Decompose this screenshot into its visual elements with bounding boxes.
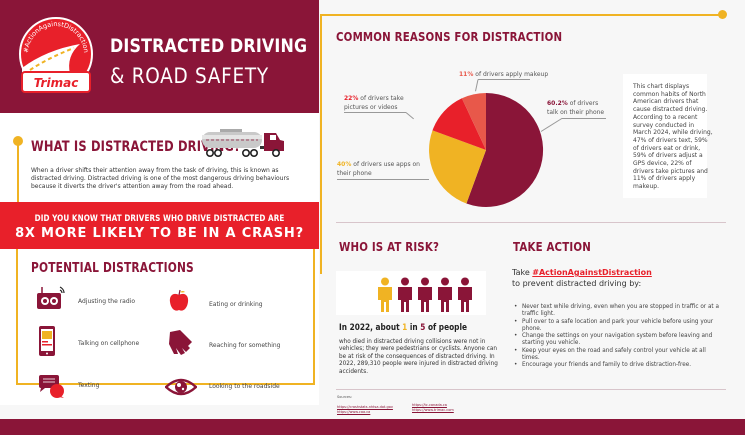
apple-icon — [169, 289, 189, 311]
timeline-dot-top — [718, 10, 727, 19]
person-icon — [438, 277, 452, 312]
pie-slice-makeup — [461, 92, 486, 150]
banner-line1: DID YOU KNOW THAT DRIVERS WHO DRIVE DIST… — [34, 213, 285, 223]
source-link[interactable]: https://www.caa.ca — [337, 410, 371, 414]
action-item: Pull over to a safe location and park yo… — [512, 319, 722, 334]
source-link[interactable]: https://tc.canada.ca — [412, 403, 447, 407]
pie-label-phone: 60.2% of drivers talk on their phone — [547, 100, 605, 116]
timeline-dot — [13, 136, 23, 146]
hashtag-link[interactable]: #ActionAgainstDistraction — [532, 268, 652, 277]
action-item: Encourage your friends and family to dri… — [512, 362, 722, 370]
timeline-line-right — [320, 14, 322, 274]
cellphone-icon — [39, 326, 55, 356]
distraction-pie-chart — [429, 92, 544, 207]
radio-icon — [37, 286, 65, 309]
leader-line — [337, 179, 429, 180]
svg-text:Trimac: Trimac — [34, 76, 79, 90]
pie-slice-apps — [429, 130, 486, 204]
banner-line2: 8X MORE LIKELY TO BE IN A CRASH? — [15, 226, 304, 241]
risk-body: who died in distracted driving collision… — [339, 339, 498, 375]
distraction-label-radio: Adjusting the radio — [78, 298, 135, 305]
page-subtitle: & ROAD SAFETY — [110, 64, 269, 88]
common-reasons-title: COMMON REASONS FOR DISTRACTION — [336, 29, 563, 44]
section-divider — [336, 222, 726, 223]
distraction-label-texting: Texting — [78, 382, 100, 389]
take-action-title: TAKE ACTION — [513, 239, 592, 254]
person-icon — [398, 277, 412, 312]
pie-slice-phone — [466, 92, 544, 207]
potential-distractions-title: POTENTIAL DISTRACTIONS — [31, 261, 194, 276]
tanker-truck-icon — [202, 129, 284, 157]
sources-title: Sources: — [337, 395, 353, 399]
leader-line — [344, 112, 406, 113]
take-action-list: Never text while driving, even when you … — [512, 304, 722, 370]
hero-header: #ActionAgainstDistraction Trimac DISTRAC… — [0, 0, 319, 113]
page-title: DISTRACTED DRIVING — [110, 36, 308, 57]
source-link[interactable]: https://www.trimac.com — [412, 408, 454, 412]
distraction-label-eating: Eating or drinking — [209, 301, 263, 308]
trimac-logo-icon: #ActionAgainstDistraction Trimac — [19, 17, 93, 93]
footer-bar — [0, 419, 745, 435]
source-link[interactable]: https://crashstats.nhtsa.dot.gov — [337, 405, 393, 409]
people-icons-box — [336, 271, 486, 315]
sources-divider — [336, 389, 726, 390]
left-panel — [0, 113, 319, 405]
leader-line — [562, 118, 606, 119]
person-icon — [418, 277, 432, 312]
distraction-label-roadside: Looking to the roadside — [209, 383, 280, 390]
timeline-line-top — [320, 14, 722, 16]
pie-label-pictures: 22% of drivers take pictures or videos — [344, 95, 404, 111]
person-icon-highlighted — [378, 277, 392, 312]
chart-description: This chart displays common habits of Nor… — [633, 83, 713, 191]
leader-line — [405, 112, 414, 120]
potential-distractions-box — [16, 249, 315, 385]
distraction-label-cellphone: Talking on cellphone — [78, 340, 140, 347]
chat-bubbles-icon — [39, 375, 64, 398]
crash-stat-banner: DID YOU KNOW THAT DRIVERS WHO DRIVE DIST… — [0, 202, 319, 249]
what-is-title: WHAT IS DISTRACTED DRIVING? — [31, 139, 241, 155]
leader-line — [478, 79, 530, 80]
take-action-intro: Take #ActionAgainstDistraction to preven… — [512, 268, 652, 288]
who-at-risk-title: WHO IS AT RISK? — [339, 239, 440, 254]
pie-slice-pictures — [432, 98, 486, 150]
action-item: Keep your eyes on the road and safely co… — [512, 348, 722, 363]
chart-description-card: This chart displays common habits of Nor… — [623, 74, 713, 198]
action-item: Change the settings on your navigation s… — [512, 333, 722, 348]
hand-icon — [169, 330, 192, 355]
eye-icon — [165, 378, 197, 396]
what-is-body: When a driver shifts their attention awa… — [31, 167, 290, 191]
pie-label-apps: 40% of drivers use apps on their phone — [337, 161, 420, 177]
timeline-line — [17, 139, 19, 203]
action-item: Never text while driving, even when you … — [512, 304, 722, 319]
pie-label-makeup: 11% of drivers apply makeup — [459, 71, 549, 78]
distraction-label-reaching: Reaching for something — [209, 342, 281, 349]
person-icon — [458, 277, 472, 312]
risk-headline: In 2022, about 1 in 5 of people — [339, 323, 467, 333]
